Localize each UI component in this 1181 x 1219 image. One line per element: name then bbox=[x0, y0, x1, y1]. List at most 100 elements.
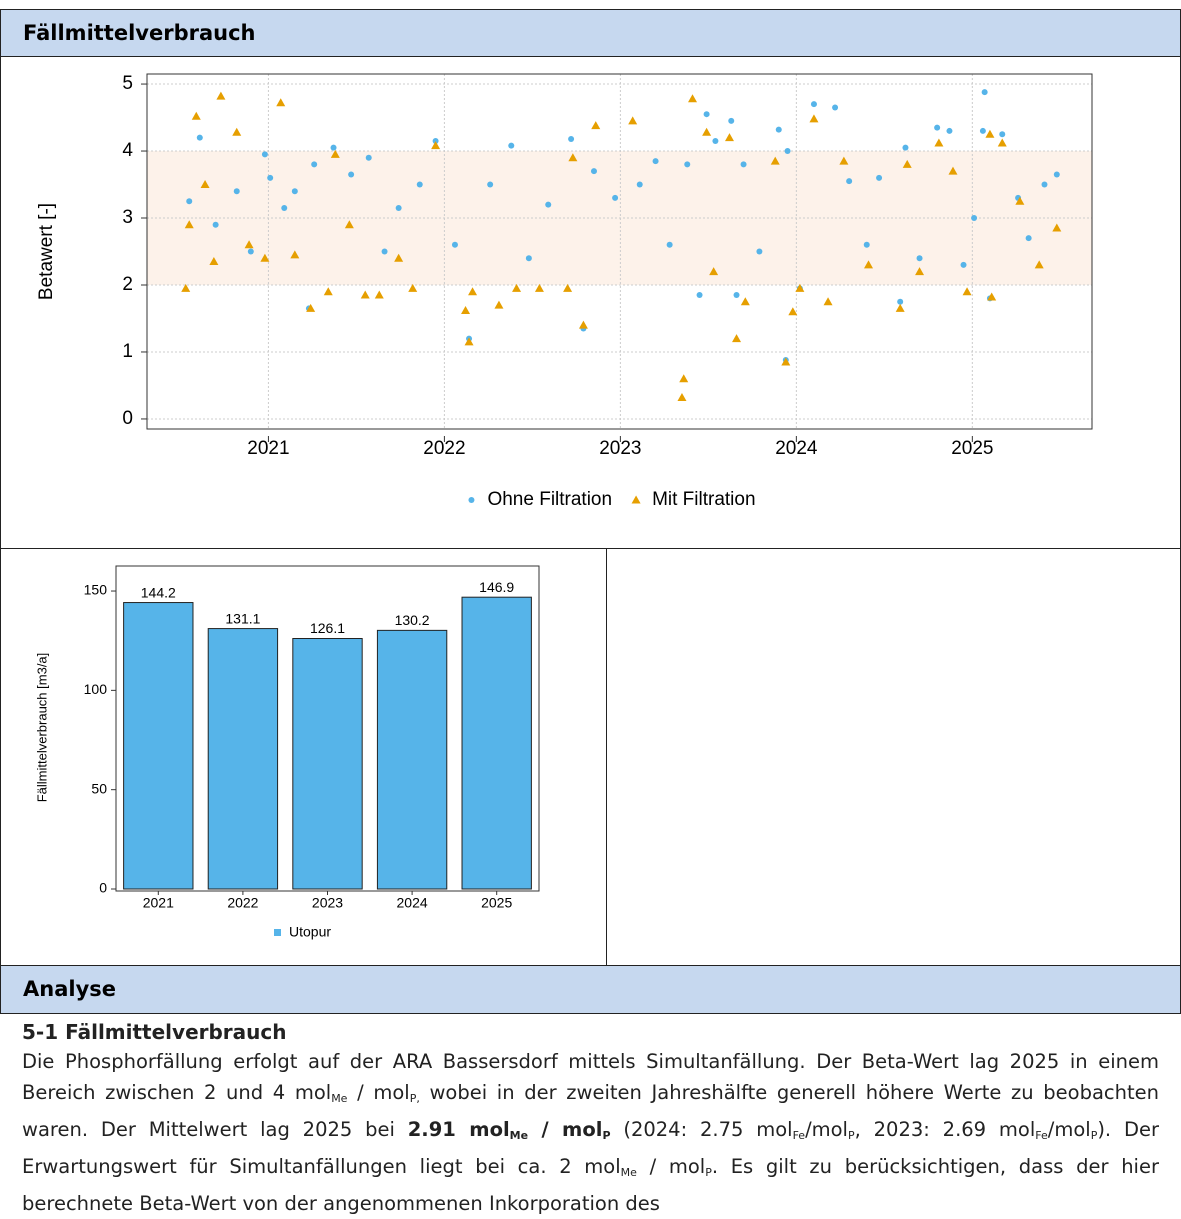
point bbox=[1015, 196, 1025, 205]
point bbox=[636, 181, 643, 188]
point bbox=[260, 253, 270, 262]
text-run: Me bbox=[620, 1166, 637, 1179]
point bbox=[200, 180, 210, 189]
x-tick-label: 2025 bbox=[951, 438, 993, 459]
point bbox=[563, 283, 573, 292]
data-label: 146.9 bbox=[479, 579, 514, 595]
point bbox=[525, 255, 532, 262]
plot-frame bbox=[146, 73, 1093, 430]
point bbox=[784, 148, 791, 155]
point bbox=[902, 159, 912, 168]
point bbox=[416, 181, 423, 188]
legend-label: Ohne Filtration bbox=[487, 489, 612, 510]
point bbox=[244, 240, 254, 249]
text-run: / mol bbox=[347, 1081, 410, 1104]
point bbox=[468, 287, 478, 296]
text-run: P bbox=[1090, 1129, 1098, 1142]
plot-frame bbox=[115, 565, 540, 892]
x-tick-label: 2024 bbox=[775, 438, 818, 459]
point bbox=[1053, 171, 1060, 178]
y-tick-label: 150 bbox=[84, 582, 108, 598]
point bbox=[688, 94, 698, 103]
text-run: 2.91 mol bbox=[407, 1118, 510, 1141]
scatter-chart: 0 1 2 3 4 5 2021 2022 2023 2024 2025 Betawert [-] Oh… bbox=[36, 73, 1093, 510]
point bbox=[781, 357, 791, 366]
y-axis-title: Fällmittelverbrauch [m3/a] bbox=[34, 653, 49, 803]
point bbox=[740, 297, 750, 306]
point bbox=[408, 283, 418, 292]
point bbox=[232, 127, 242, 136]
point bbox=[960, 261, 967, 268]
point bbox=[209, 257, 219, 266]
point bbox=[981, 89, 988, 96]
text-run: , 2023: 2.69 mol bbox=[854, 1118, 1036, 1141]
point bbox=[666, 241, 673, 248]
x-tick-label: 2022 bbox=[227, 895, 258, 911]
text-run: Fe bbox=[792, 1129, 806, 1142]
point bbox=[330, 144, 337, 151]
point bbox=[487, 181, 494, 188]
y-tick-label: 1 bbox=[122, 341, 133, 362]
text-run: P bbox=[602, 1129, 611, 1142]
legend-label: Utopur bbox=[289, 924, 331, 940]
point bbox=[740, 161, 747, 168]
point bbox=[212, 221, 219, 228]
point bbox=[823, 297, 833, 306]
point bbox=[979, 127, 986, 134]
point bbox=[233, 188, 240, 195]
data-label: 126.1 bbox=[310, 620, 345, 636]
point bbox=[590, 168, 597, 175]
text-run: Fe bbox=[1035, 1129, 1048, 1142]
point bbox=[395, 204, 402, 211]
point bbox=[394, 253, 404, 262]
y-tick-label: 2 bbox=[122, 274, 133, 295]
x-tick-label: 2021 bbox=[247, 438, 289, 459]
point bbox=[374, 290, 384, 299]
point bbox=[612, 194, 619, 201]
y-tick-label: 5 bbox=[122, 73, 133, 94]
legend-symbol bbox=[631, 495, 641, 504]
point bbox=[684, 161, 691, 168]
point bbox=[247, 248, 254, 255]
point bbox=[348, 171, 355, 178]
point bbox=[934, 124, 941, 131]
data-label: 130.2 bbox=[395, 612, 430, 628]
point bbox=[1034, 260, 1044, 269]
point bbox=[568, 153, 578, 162]
point bbox=[832, 104, 839, 111]
y-tick-label: 50 bbox=[91, 780, 107, 796]
bar-chart: 0 50 100 150 144.2 2021 131.1 2022 126.1 2023 130.… bbox=[34, 549, 607, 965]
point bbox=[946, 127, 953, 134]
text-run: /mol bbox=[805, 1118, 848, 1141]
panel-header: Fällmittelverbrauch bbox=[0, 9, 1181, 57]
point bbox=[696, 292, 703, 299]
point bbox=[451, 241, 458, 248]
point bbox=[432, 137, 439, 144]
point bbox=[196, 134, 203, 141]
point bbox=[1025, 235, 1032, 242]
point bbox=[276, 98, 286, 107]
point bbox=[365, 154, 372, 161]
point bbox=[311, 161, 318, 168]
point bbox=[291, 188, 298, 195]
point bbox=[962, 287, 972, 296]
point bbox=[702, 127, 712, 136]
point bbox=[809, 114, 819, 123]
empty-panel bbox=[607, 549, 1180, 965]
point bbox=[344, 220, 354, 229]
point bbox=[1041, 181, 1048, 188]
point bbox=[733, 292, 740, 299]
bar bbox=[461, 596, 532, 890]
point bbox=[846, 178, 853, 185]
text-run: P bbox=[705, 1166, 712, 1179]
point bbox=[431, 141, 441, 150]
point bbox=[732, 334, 742, 343]
point bbox=[895, 303, 905, 312]
text-run: (2024: 2.75 mol bbox=[610, 1118, 793, 1141]
point bbox=[788, 307, 798, 316]
data-label: 131.1 bbox=[225, 610, 260, 626]
point bbox=[461, 305, 471, 314]
point bbox=[290, 250, 300, 259]
point bbox=[360, 290, 370, 299]
